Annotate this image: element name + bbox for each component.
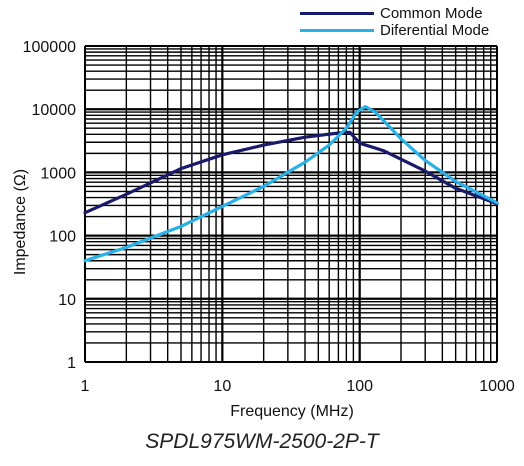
y-tick-label: 10 xyxy=(58,292,76,309)
grid-major xyxy=(84,45,498,363)
legend-swatch-common-mode xyxy=(300,12,374,15)
legend-swatch-differential-mode xyxy=(300,29,374,32)
y-tick-label: 1000 xyxy=(40,165,76,182)
chart-caption: SPDL975WM-2500-2P-T xyxy=(145,430,379,453)
series-line-differential-mode xyxy=(83,104,499,263)
legend: Common Mode Diferential Mode xyxy=(296,5,522,39)
grid-minor xyxy=(85,46,497,362)
y-tick-label: 100000 xyxy=(23,39,76,56)
x-tick-label: 1000 xyxy=(479,378,515,395)
legend-item-differential-mode: Diferential Mode xyxy=(296,22,522,39)
y-axis-label: Impedance (Ω) xyxy=(12,168,29,276)
legend-item-common-mode: Common Mode xyxy=(296,5,522,22)
x-tick-label: 100 xyxy=(346,378,373,395)
series-line-common-mode xyxy=(83,130,499,215)
y-tick-label: 100 xyxy=(49,229,76,246)
legend-label-common-mode: Common Mode xyxy=(380,5,483,22)
x-tick-label: 1 xyxy=(81,378,90,395)
tick-labels: 1 10 100 1000 1 10 100 1000 10000 100000 xyxy=(23,39,515,395)
y-tick-label: 10000 xyxy=(32,102,77,119)
x-tick-label: 10 xyxy=(213,378,231,395)
x-axis-label: Frequency (MHz) xyxy=(230,403,354,420)
series-layer xyxy=(83,104,499,263)
y-tick-label: 1 xyxy=(67,355,76,372)
legend-label-differential-mode: Diferential Mode xyxy=(380,22,490,39)
